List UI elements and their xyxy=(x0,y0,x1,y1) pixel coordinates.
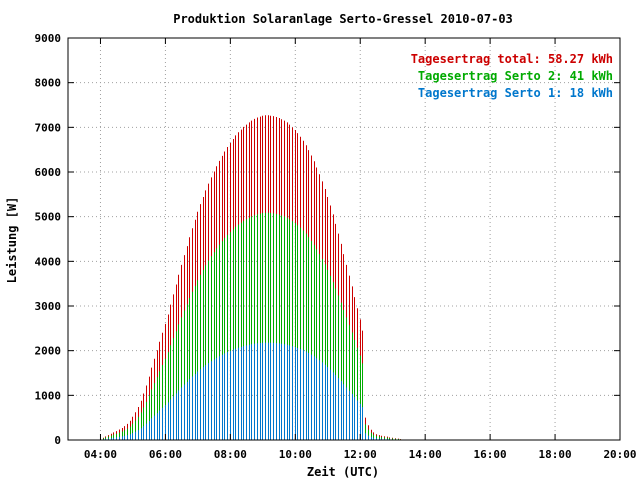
axis-ticks: 0 1000 2000 3000 4000 5000 6000 7000 8000 9000 04:… xyxy=(35,32,637,461)
x-tick-label: 20:00 xyxy=(603,448,636,461)
y-tick-label: 8000 xyxy=(35,77,62,90)
y-tick-label: 4000 xyxy=(35,255,62,268)
legend-entry: Tagesertrag Serto 1: 18 kWh xyxy=(418,86,613,100)
y-tick-label: 3000 xyxy=(35,300,62,313)
x-tick-label: 12:00 xyxy=(344,448,377,461)
bar-series xyxy=(97,115,404,440)
chart-title: Produktion Solaranlage Serto-Gressel 201… xyxy=(173,12,513,26)
x-tick-label: 18:00 xyxy=(538,448,571,461)
x-tick-label: 08:00 xyxy=(214,448,247,461)
x-tick-label: 10:00 xyxy=(279,448,312,461)
y-tick-label: 6000 xyxy=(35,166,62,179)
y-tick-label: 1000 xyxy=(35,389,62,402)
x-tick-label: 06:00 xyxy=(149,448,182,461)
y-axis-label: Leistung [W] xyxy=(5,197,19,284)
x-axis-label: Zeit (UTC) xyxy=(307,465,379,479)
y-tick-label: 0 xyxy=(54,434,61,447)
x-tick-label: 14:00 xyxy=(409,448,442,461)
legend-entry: Tagesertrag total: 58.27 kWh xyxy=(411,52,613,66)
legend: Tagesertrag total: 58.27 kWh Tagesertrag … xyxy=(411,52,613,100)
y-tick-label: 7000 xyxy=(35,121,62,134)
y-tick-label: 2000 xyxy=(35,345,62,358)
plot-frame xyxy=(67,37,621,441)
x-tick-label: 16:00 xyxy=(474,448,507,461)
x-tick-label: 04:00 xyxy=(84,448,117,461)
y-tick-label: 5000 xyxy=(35,211,62,224)
y-tick-label: 9000 xyxy=(35,32,62,45)
legend-entry: Tagesertrag Serto 2: 41 kWh xyxy=(418,69,613,83)
